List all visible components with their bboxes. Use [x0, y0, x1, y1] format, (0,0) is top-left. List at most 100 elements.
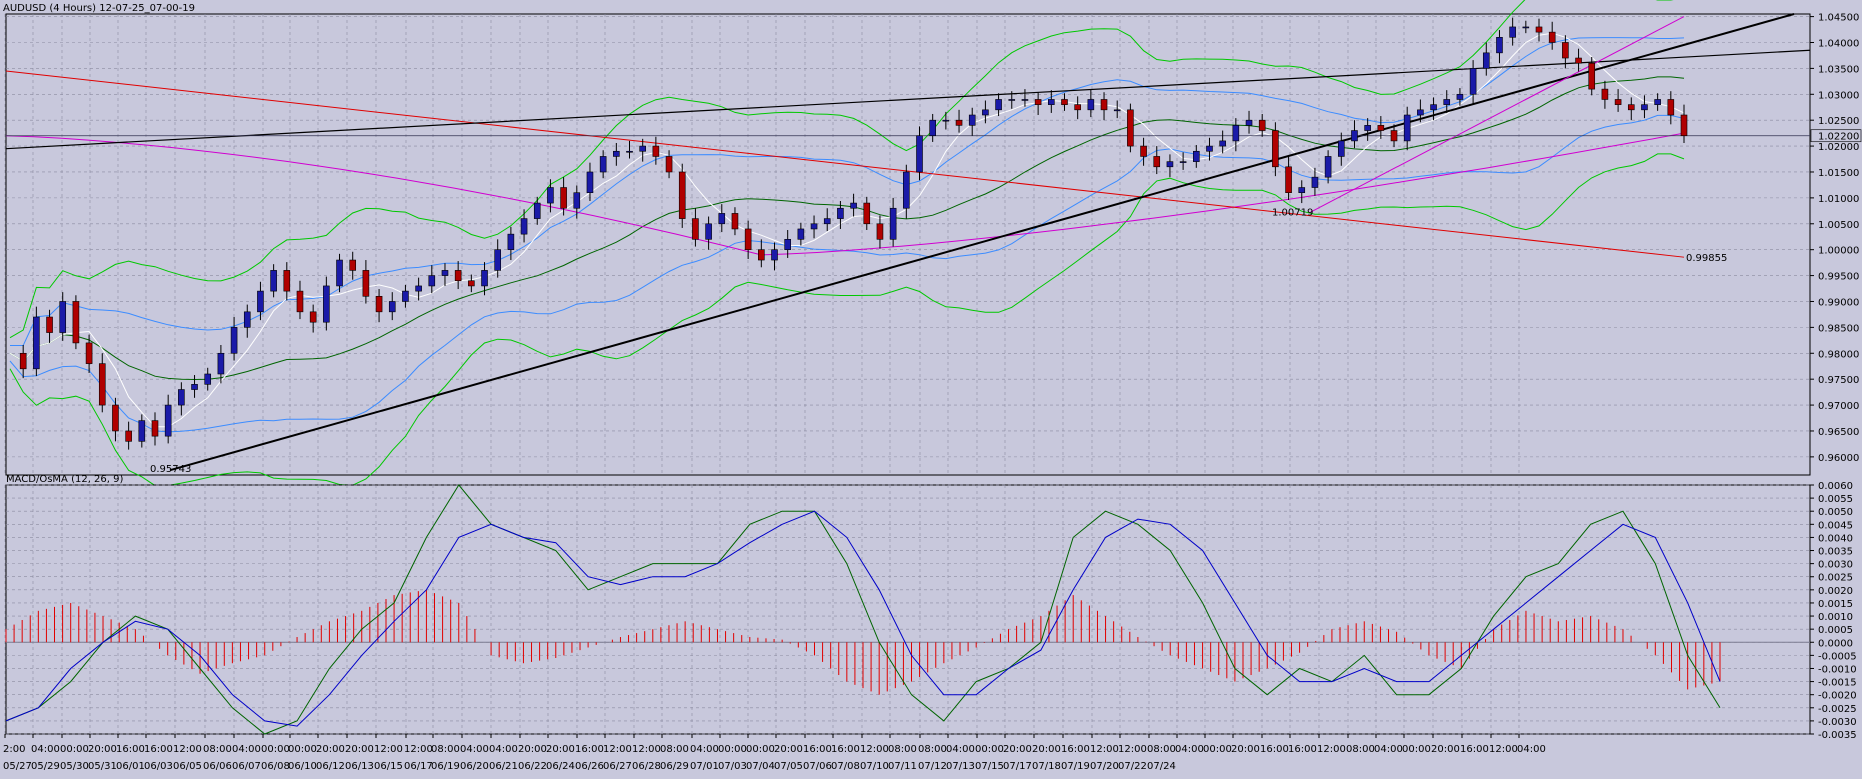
price-tick-label: 1.03500 [1818, 64, 1859, 75]
time-label: 04:00 [460, 744, 489, 755]
date-label: 06/01 [116, 761, 145, 772]
macd-tick-label: -0.0005 [1818, 651, 1857, 662]
candle-bear [1575, 57, 1582, 64]
macd-axis: 0.0060 0.0055 0.0050 0.0045 0.0040 0.0035 0.00… [1810, 481, 1857, 741]
candle-bull [257, 290, 264, 313]
candle-bear [876, 223, 884, 240]
price-tick-label: 1.00500 [1818, 220, 1859, 231]
candle-bull [533, 202, 541, 219]
time-label: 16:00 [116, 744, 145, 755]
date-label: 07/17 [1003, 761, 1032, 772]
date-label: 06/20 [460, 761, 489, 772]
candle-bear [296, 290, 304, 313]
candle-bull [138, 420, 146, 442]
candle-bull [1021, 99, 1029, 101]
time-label: 00:00 [746, 744, 775, 755]
candle-bull [1206, 145, 1213, 152]
candle-bull [586, 171, 594, 194]
candle-bull [784, 239, 791, 250]
candle-bull [718, 213, 726, 225]
time-label: 12:00 [173, 744, 202, 755]
candle-bull [323, 285, 330, 323]
red-trend-line [5, 70, 1685, 258]
macd-tick-label: 0.0035 [1818, 547, 1853, 558]
candle-bull [1166, 161, 1174, 168]
time-label: 08:00 [918, 744, 947, 755]
date-label: 06/19 [431, 761, 460, 772]
current-price-box [1810, 129, 1862, 143]
date-label: 06/03 [144, 761, 173, 772]
candle-bull [178, 389, 185, 406]
time-label: 16:00 [1460, 744, 1489, 755]
candle-bear [1535, 26, 1543, 33]
candle-bull [1008, 99, 1016, 101]
price-indicators: 0.95743 1.00719 0.99855 [5, 0, 1811, 487]
price-axis: 1.04500 1.04000 1.03500 1.03000 1.02500 1.020… [1810, 13, 1862, 464]
candle-bear [1377, 125, 1385, 131]
candle-bull [441, 270, 449, 276]
candle-bear [112, 404, 119, 432]
candle-bear [692, 218, 699, 240]
macd-tick-label: 0.0020 [1818, 586, 1853, 597]
candle-bull [903, 171, 910, 209]
date-label: 05/30 [60, 761, 89, 772]
time-label: 20:00 [316, 744, 345, 755]
candle-bull [1469, 68, 1477, 95]
time-label: 12:00 [404, 744, 433, 755]
time-label: 20:00 [1003, 744, 1032, 755]
date-label: 06/13 [345, 761, 374, 772]
time-label: 20:00 [774, 744, 803, 755]
candle-bull [1324, 156, 1332, 178]
current-price-label: 1.02200 [1818, 132, 1859, 143]
candle-bull [1232, 125, 1240, 142]
date-label: 07/18 [1032, 761, 1061, 772]
date-label: 07/20 [1090, 761, 1119, 772]
candle-bull [507, 233, 515, 250]
price-tick-label: 1.01500 [1818, 168, 1859, 179]
candle-bull [916, 135, 923, 173]
signal-line [5, 510, 1721, 727]
candle-bear [665, 156, 673, 173]
candle-bull [1403, 114, 1411, 142]
date-label: 07/11 [888, 761, 917, 772]
price-tick-label: 0.97500 [1818, 375, 1859, 386]
candle-bear [1588, 62, 1596, 90]
price-tick-label: 0.99500 [1818, 272, 1859, 283]
time-label: 20:00 [518, 744, 547, 755]
date-label: 07/01 [690, 761, 719, 772]
price-tick-label: 1.04500 [1818, 13, 1859, 24]
price-tick-label: 0.96000 [1818, 453, 1859, 464]
bollinger-lower [9, 153, 1685, 487]
macd-title: MACD/OsMA (12, 26, 9) [6, 474, 124, 485]
chart-title: AUDUSD (4 Hours) 12-07-25_07-00-19 [3, 3, 195, 14]
candle-bull [599, 156, 607, 173]
candle-bull [494, 249, 502, 271]
date-label: 06/06 [203, 761, 232, 772]
time-label: 04:00 [1517, 744, 1546, 755]
candle-bull [1311, 176, 1319, 188]
date-label: 06/27 [603, 761, 632, 772]
time-label: 08:00 [660, 744, 689, 755]
candle-bear [863, 202, 871, 225]
time-label: 16:00 [831, 744, 860, 755]
time-label: 04:00 [31, 744, 60, 755]
macd-tick-label: 0.0015 [1818, 599, 1853, 610]
macd-tick-label: 0.0000 [1818, 638, 1853, 649]
candle-bull [336, 259, 343, 287]
candle-bear [1390, 130, 1398, 142]
candle-bull [243, 311, 251, 328]
date-label: 06/08 [261, 761, 290, 772]
date-label: 06/17 [404, 761, 433, 772]
date-label: 07/12 [918, 761, 947, 772]
time-label: 20:00 [88, 744, 117, 755]
price-tick-label: 1.02500 [1818, 116, 1859, 127]
macd-line [5, 484, 1721, 735]
candle-bull [520, 218, 528, 235]
price-tick-label: 0.96500 [1818, 427, 1859, 438]
candle-bear [85, 342, 93, 364]
date-label: 06/10 [288, 761, 317, 772]
macd-tick-label: 0.0050 [1818, 507, 1853, 518]
date-label: 07/04 [746, 761, 775, 772]
date-label: 07/22 [1118, 761, 1147, 772]
time-label: 12:00 [860, 744, 889, 755]
